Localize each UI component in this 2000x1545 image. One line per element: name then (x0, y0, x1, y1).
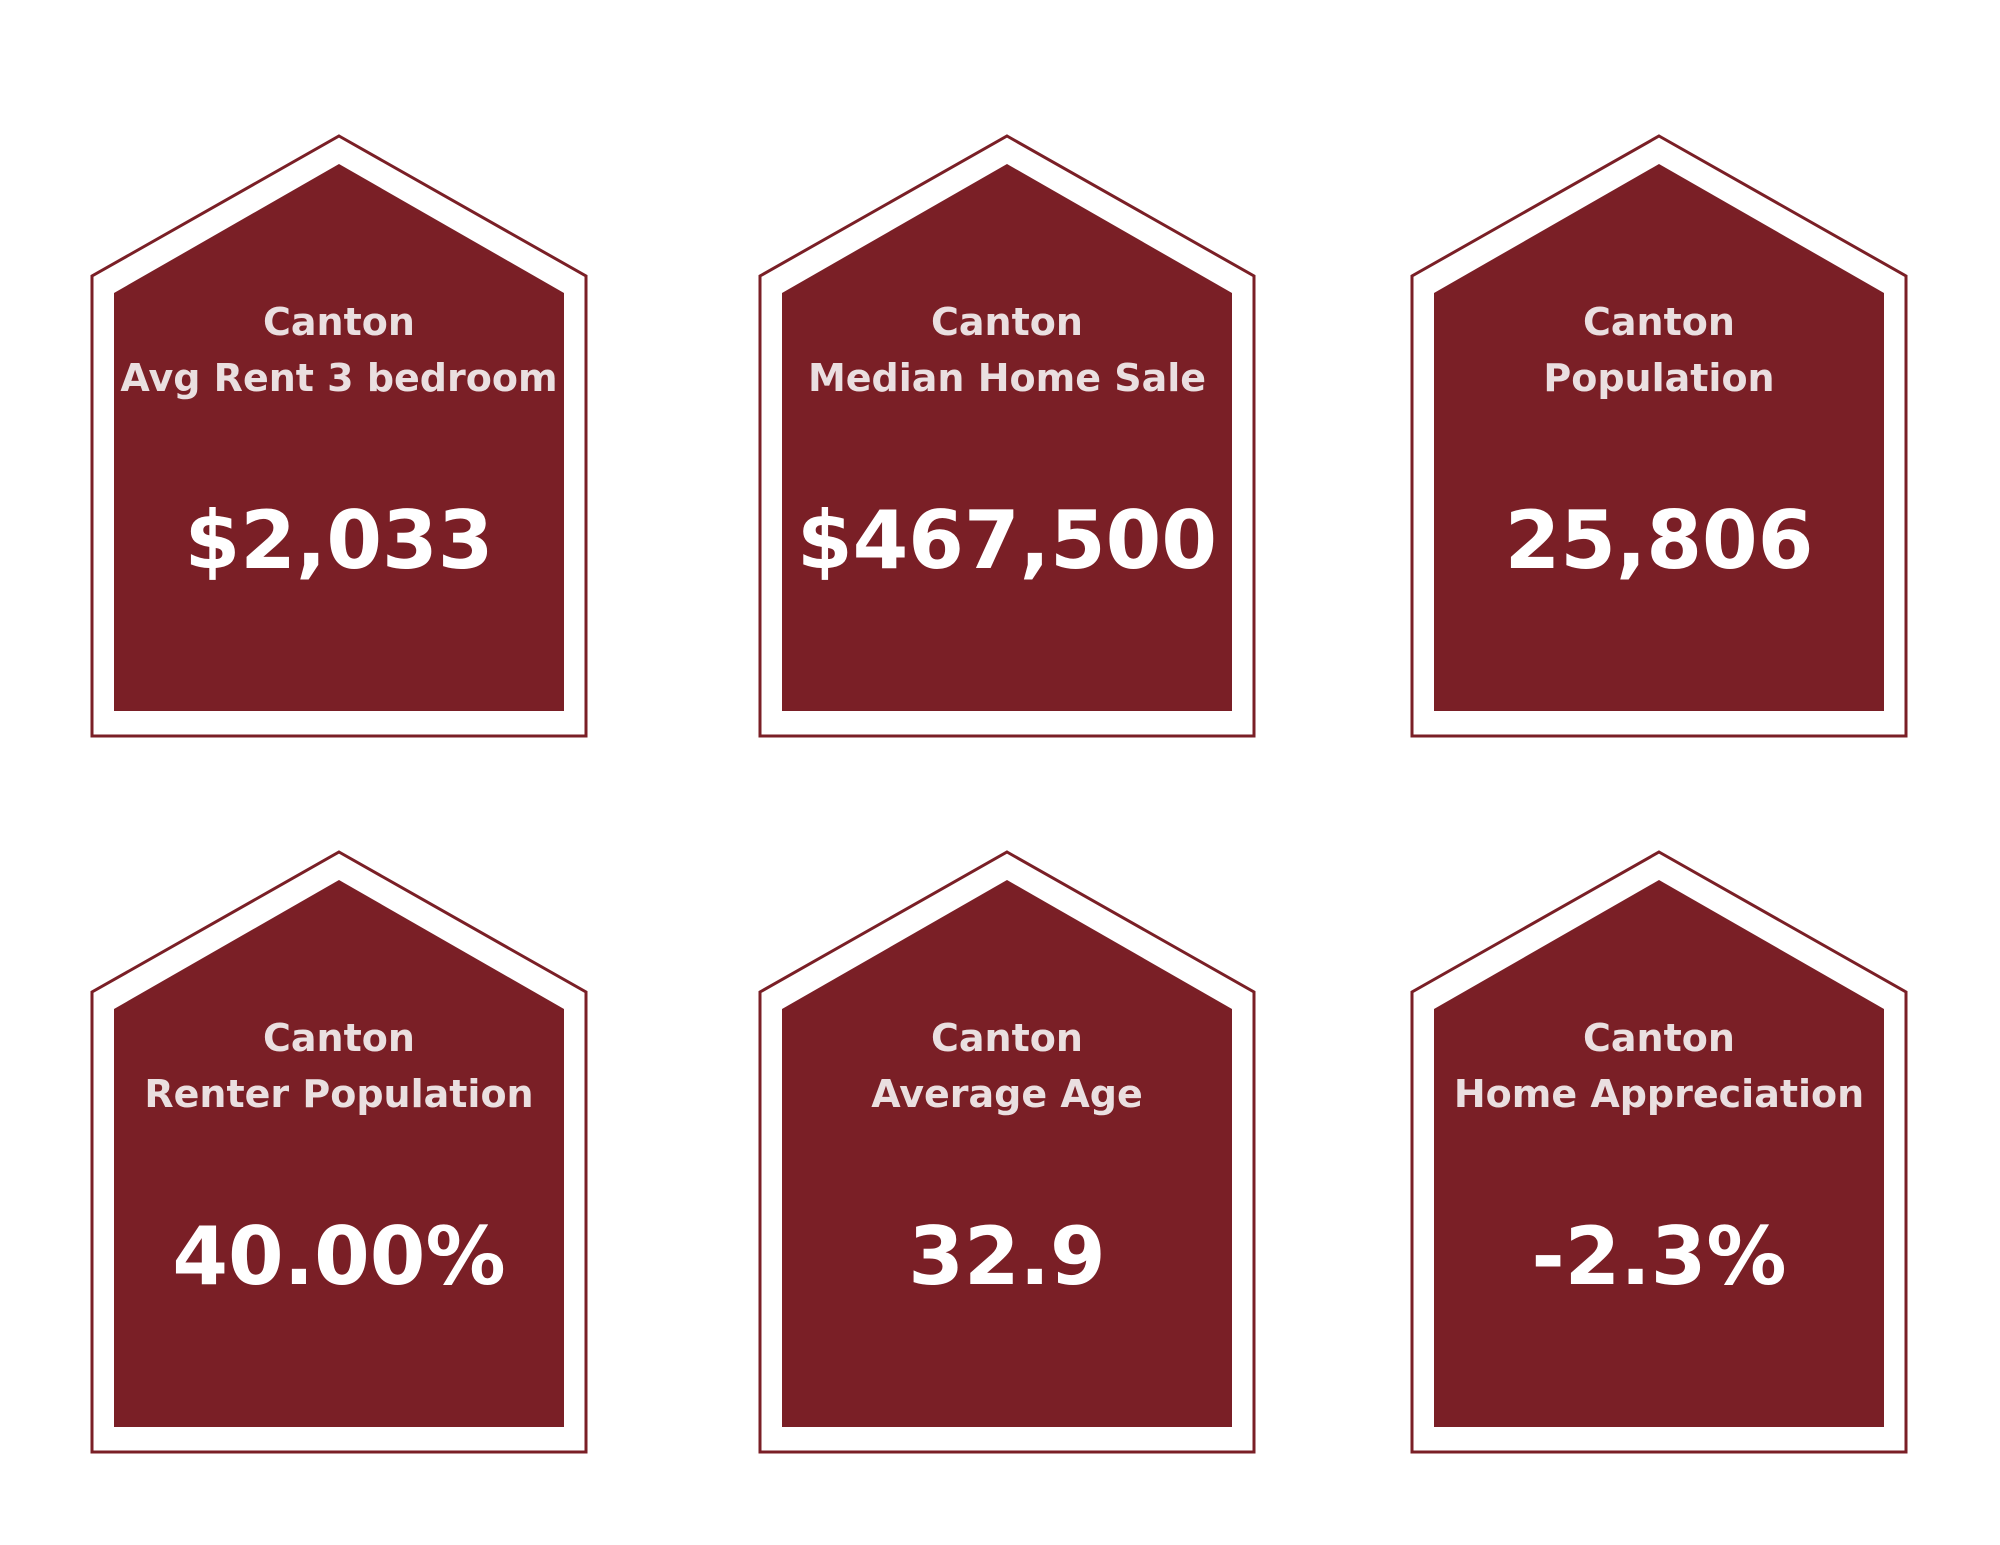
card-metric: Average Age (871, 1072, 1143, 1116)
card-city: Canton (263, 300, 415, 344)
house-shape-icon (90, 850, 588, 1454)
card-value: 32.9 (908, 1210, 1106, 1303)
card-city: Canton (931, 1016, 1083, 1060)
card-value: $467,500 (796, 494, 1218, 587)
card-title: Canton Renter Population (109, 1010, 569, 1122)
card-city: Canton (263, 1016, 415, 1060)
house-shape-icon (758, 134, 1256, 738)
card-value: 25,806 (1504, 494, 1814, 587)
card-metric: Home Appreciation (1453, 1072, 1865, 1116)
house-shape-icon (758, 850, 1256, 1454)
house-shape-icon (90, 134, 588, 738)
stat-card-average-age: Canton Average Age 32.9 (757, 849, 1257, 1459)
stat-card-renter-population: Canton Renter Population 40.00% (89, 849, 589, 1459)
house-shape-icon (1410, 134, 1908, 738)
stat-card-median-home-sale: Canton Median Home Sale $467,500 (757, 133, 1257, 743)
stat-card-avg-rent: Canton Avg Rent 3 bedroom $2,033 (89, 133, 589, 743)
card-city: Canton (931, 300, 1083, 344)
card-value: -2.3% (1531, 1210, 1787, 1303)
card-title: Canton Avg Rent 3 bedroom (109, 294, 569, 406)
card-metric: Population (1543, 356, 1775, 400)
card-metric: Median Home Sale (807, 356, 1207, 400)
card-title: Canton Home Appreciation (1429, 1010, 1889, 1122)
stat-card-home-appreciation: Canton Home Appreciation -2.3% (1409, 849, 1909, 1459)
card-title: Canton Median Home Sale (777, 294, 1237, 406)
card-city: Canton (1583, 300, 1735, 344)
card-metric: Renter Population (144, 1072, 534, 1116)
card-title: Canton Population (1429, 294, 1889, 406)
card-metric: Avg Rent 3 bedroom (120, 356, 558, 400)
house-shape-icon (1410, 850, 1908, 1454)
card-value: 40.00% (172, 1210, 506, 1303)
stat-card-population: Canton Population 25,806 (1409, 133, 1909, 743)
card-value: $2,033 (184, 494, 494, 587)
card-city: Canton (1583, 1016, 1735, 1060)
card-title: Canton Average Age (777, 1010, 1237, 1122)
